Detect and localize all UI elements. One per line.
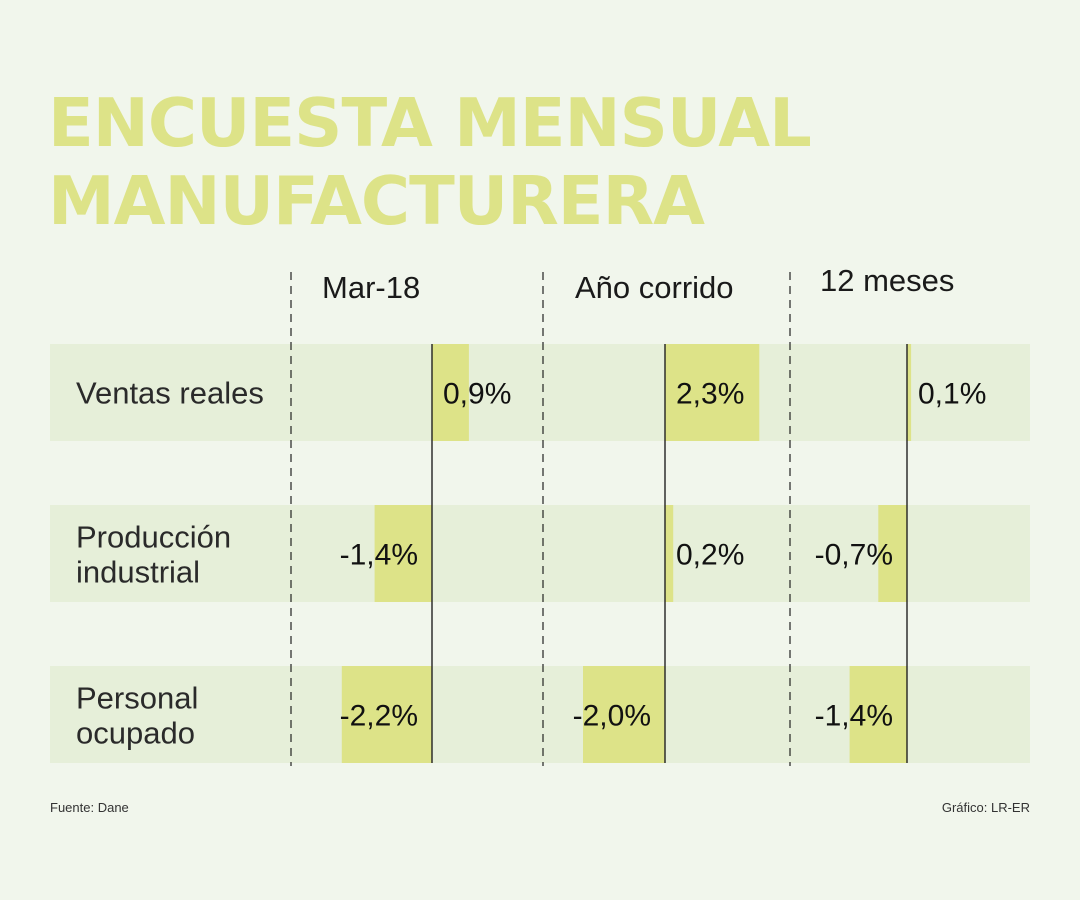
row-label-line: Personal — [76, 681, 198, 716]
value-label: -1,4% — [340, 539, 418, 572]
row-labels: Ventas reales Producción industrial Persona… — [76, 376, 264, 751]
value-label: 0,2% — [676, 539, 744, 572]
bar — [907, 344, 912, 441]
value-label: 0,1% — [918, 378, 986, 411]
bar — [665, 505, 674, 602]
bar — [341, 666, 432, 763]
bar — [878, 505, 907, 602]
credit-note: Gráfico: LR-ER — [942, 800, 1030, 815]
value-label: 2,3% — [676, 378, 744, 411]
column-dividers — [290, 272, 791, 766]
row-label-line: industrial — [76, 555, 200, 590]
title-line-2: MANUFACTURERA — [48, 162, 705, 240]
bar — [583, 666, 665, 763]
row-band — [50, 344, 1030, 441]
title-line-1: ENCUESTA MENSUAL — [48, 84, 812, 162]
row-label: Producción industrial — [76, 520, 231, 590]
bar — [432, 344, 469, 441]
bars — [341, 344, 912, 763]
source-note: Fuente: Dane — [50, 800, 129, 815]
value-labels: 0,9% -1,4% -2,2% 2,3% 0,2% -2,0% 0,1% -0,7% -1,4… — [340, 378, 987, 733]
bar — [849, 666, 907, 763]
row-band — [50, 505, 1030, 602]
row-label-line: ocupado — [76, 716, 195, 751]
value-label: -1,4% — [815, 700, 893, 733]
value-label: -0,7% — [815, 539, 893, 572]
column-header: Año corrido — [575, 270, 734, 305]
row-label: Personal ocupado — [76, 681, 198, 751]
row-label-line: Producción — [76, 520, 231, 555]
bar — [665, 344, 760, 441]
column-header: 12 meses — [820, 263, 954, 298]
row-bands — [50, 344, 1030, 763]
value-label: 0,9% — [443, 378, 511, 411]
zero-axes — [431, 344, 908, 763]
bar — [374, 505, 432, 602]
row-label: Ventas reales — [76, 376, 264, 411]
value-label: -2,2% — [340, 700, 418, 733]
column-header: Mar-18 — [322, 270, 420, 305]
chart-title: ENCUESTA MENSUAL MANUFACTURERA — [48, 84, 812, 240]
value-label: -2,0% — [573, 700, 651, 733]
column-headers: Mar-18 Año corrido 12 meses — [322, 263, 954, 305]
